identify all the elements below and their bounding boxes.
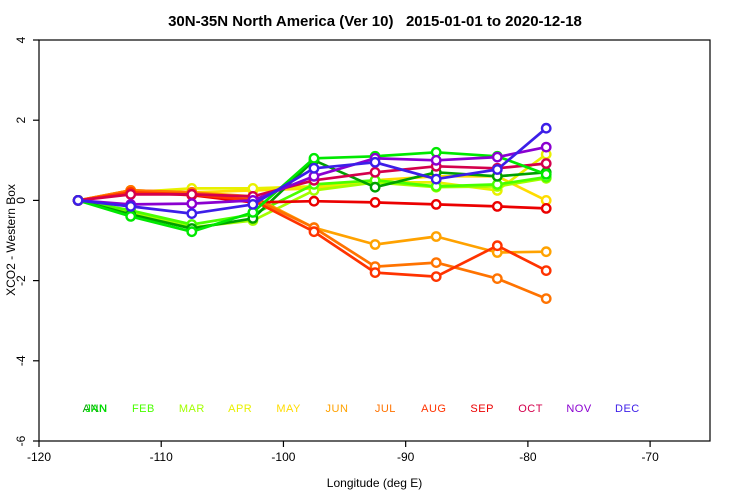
data-point-marker	[369, 181, 381, 193]
data-point-marker	[308, 226, 320, 238]
data-point-marker	[540, 122, 552, 134]
legend-item-apr: APR	[228, 403, 253, 415]
y-tick-label: 4	[14, 36, 28, 43]
data-point-marker	[186, 226, 198, 238]
legend-item-dec: DEC	[615, 403, 640, 415]
data-point-marker	[540, 141, 552, 153]
legend-item-nov: NOV	[566, 403, 592, 415]
data-point-marker	[72, 194, 84, 206]
data-point-marker	[430, 231, 442, 242]
data-point-marker	[125, 210, 137, 222]
data-point-marker	[430, 154, 442, 166]
plot-box	[38, 39, 711, 442]
legend-item-jan: JAN	[85, 403, 108, 415]
x-tick-label: -90	[397, 450, 415, 464]
legend-item-jul: JUL	[374, 403, 396, 415]
legend-item-aug: AUG	[421, 403, 447, 415]
data-point-marker	[491, 200, 503, 212]
data-point-marker	[430, 257, 442, 268]
chart-title: 30N-35N North America (Ver 10) 2015-01-0…	[168, 13, 582, 30]
data-point-marker	[540, 265, 552, 276]
data-point-marker	[430, 198, 442, 210]
data-point-marker	[186, 198, 198, 210]
legend: ANN JAN FEB MAR APR MAY JUN JUL AUG SEP OCT NOV DEC	[0, 403, 750, 419]
series-dec	[72, 122, 552, 220]
data-point-marker	[369, 156, 381, 168]
data-point-marker	[369, 267, 381, 278]
data-point-marker	[308, 152, 320, 164]
data-point-marker	[540, 293, 552, 304]
y-tick-label: -6	[14, 435, 28, 446]
x-tick-label: -100	[271, 450, 295, 464]
data-point-marker	[186, 188, 198, 200]
data-point-marker	[491, 273, 503, 284]
data-point-marker	[308, 162, 320, 174]
data-point-marker	[540, 202, 552, 214]
data-point-marker	[491, 164, 503, 175]
data-point-marker	[369, 196, 381, 208]
x-axis-label: Longitude (deg E)	[326, 476, 423, 490]
legend-item-oct: OCT	[518, 403, 543, 415]
data-point-marker	[186, 208, 198, 220]
data-point-marker	[491, 151, 503, 163]
data-point-marker	[369, 239, 381, 250]
y-tick-label: -4	[14, 355, 28, 366]
x-tick-label: -110	[150, 450, 173, 464]
x-tick-label: -120	[27, 450, 51, 464]
data-point-marker	[491, 240, 503, 252]
data-point-marker	[369, 166, 381, 178]
y-tick-label: 2	[14, 117, 28, 124]
legend-item-jun: JUN	[325, 403, 349, 415]
data-point-marker	[430, 173, 442, 185]
data-point-marker	[125, 200, 137, 212]
y-tick-label: -2	[14, 275, 28, 286]
legend-item-ann: ANN	[82, 403, 108, 415]
y-axis-label: XCO2 - Western Box	[4, 184, 18, 296]
data-point-marker	[540, 168, 552, 180]
legend-item-mar: MAR	[178, 403, 205, 415]
legend-item-feb: FEB	[131, 403, 155, 415]
data-point-marker	[540, 158, 552, 169]
x-tick-label: -70	[641, 450, 659, 464]
data-point-marker	[540, 246, 552, 258]
data-point-marker	[308, 195, 320, 207]
data-point-marker	[247, 198, 259, 210]
data-point-marker	[125, 188, 137, 200]
data-point-marker	[430, 271, 442, 282]
x-tick-label: -80	[519, 450, 537, 464]
legend-item-sep: SEP	[470, 403, 494, 415]
y-tick-label: 0	[14, 197, 28, 204]
legend-item-may: MAY	[276, 403, 301, 415]
